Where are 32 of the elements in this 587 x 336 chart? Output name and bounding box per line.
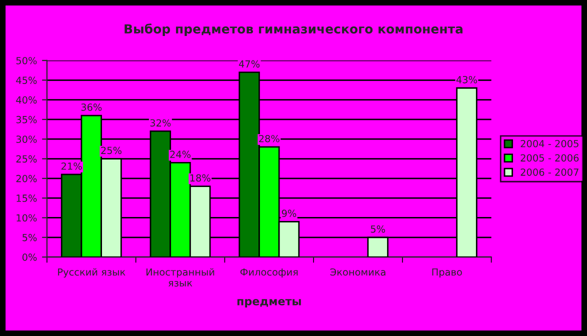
data-label: 24%	[170, 150, 191, 158]
data-label: 36%	[81, 104, 102, 111]
data-label: 32%	[150, 119, 171, 127]
data-label: 18%	[190, 174, 210, 182]
data-label: 5%	[370, 225, 386, 233]
y-tick-label: 0%	[22, 254, 37, 261]
legend-label: 2004 - 2005	[520, 140, 578, 148]
data-label: 9%	[282, 210, 296, 217]
legend-label: 2005 - 2006	[520, 154, 579, 162]
x-tick-label: Право	[432, 268, 462, 278]
x-tick-label: Русский язык	[58, 268, 126, 278]
x-tick-label: Философия	[240, 268, 298, 278]
x-axis-title: предметы	[237, 299, 301, 308]
y-tick-label: 35%	[16, 116, 37, 124]
y-tick-label: 15%	[16, 194, 37, 202]
y-tick-label: 50%	[16, 56, 37, 64]
y-tick-label: 25%	[16, 155, 37, 163]
legend-label: 2006 - 2007	[520, 168, 578, 176]
chart-title: Выбор предметов гимназического компонента	[124, 24, 462, 36]
y-tick-label: 40%	[16, 96, 37, 104]
data-label: 21%	[61, 162, 82, 170]
x-tick-label: Экономика	[330, 268, 386, 276]
y-tick-label: 45%	[16, 76, 37, 84]
y-tick-label: 20%	[16, 174, 37, 182]
data-label: 28%	[259, 134, 280, 142]
data-label: 47%	[238, 60, 260, 68]
y-tick-label: 30%	[16, 136, 37, 143]
y-tick-label: 10%	[16, 214, 37, 222]
data-label: 43%	[456, 76, 477, 84]
x-tick-label: Иностранный язык	[146, 268, 214, 287]
y-tick-label: 5%	[22, 234, 37, 242]
data-label: 25%	[101, 146, 122, 154]
